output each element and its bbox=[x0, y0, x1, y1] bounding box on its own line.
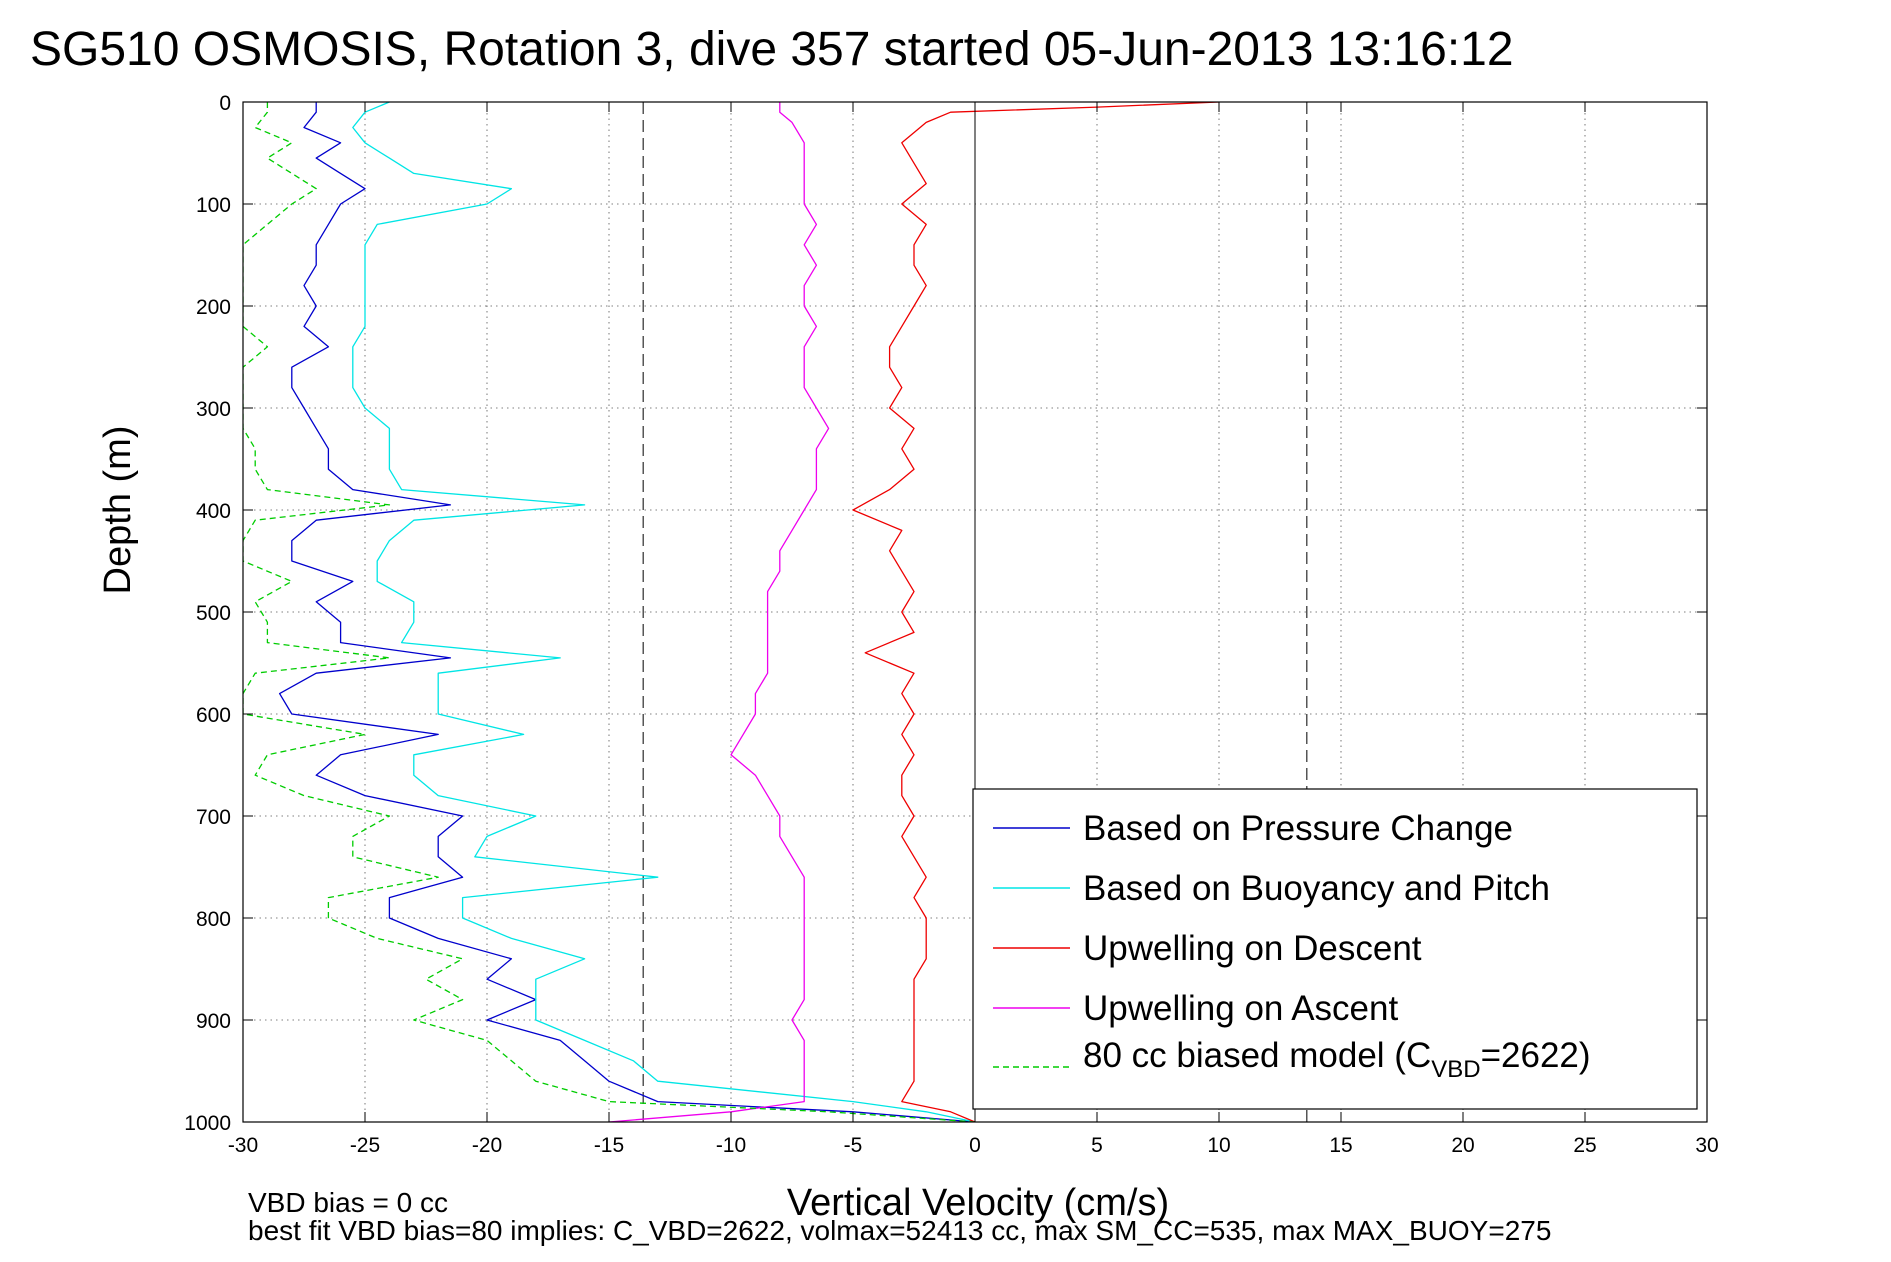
legend-item-1: Based on Buoyancy and Pitch bbox=[993, 869, 1550, 908]
x-tick-label: -20 bbox=[472, 1134, 502, 1157]
y-tick-label: 600 bbox=[196, 704, 231, 727]
x-tick-label: 30 bbox=[1695, 1134, 1718, 1157]
series-group bbox=[243, 102, 1220, 1122]
footer-line-2: best fit VBD bias=80 implies: C_VBD=2622… bbox=[248, 1215, 1551, 1246]
x-tick-label: -15 bbox=[594, 1134, 624, 1157]
legend-item-3: Upwelling on Ascent bbox=[993, 989, 1398, 1028]
x-axis-label: Vertical Velocity (cm/s) bbox=[787, 1182, 1169, 1224]
y-tick-label: 200 bbox=[196, 296, 231, 319]
series-line-1 bbox=[352, 102, 976, 1122]
x-tick-label: 25 bbox=[1573, 1134, 1596, 1157]
x-tick-label: -10 bbox=[716, 1134, 746, 1157]
y-tick-label: 100 bbox=[196, 194, 231, 217]
x-axis-ticks: -30 -25 -20 -15 -10 -5 0 5 10 15 20 25 30 bbox=[228, 102, 1719, 1157]
y-tick-label: 400 bbox=[196, 500, 231, 523]
y-tick-label: 900 bbox=[196, 1010, 231, 1033]
x-tick-label: -30 bbox=[228, 1134, 258, 1157]
x-tick-label: 20 bbox=[1451, 1134, 1474, 1157]
x-tick-label: -25 bbox=[350, 1134, 380, 1157]
y-tick-label: 700 bbox=[196, 806, 231, 829]
legend-label: Upwelling on Ascent bbox=[1083, 989, 1398, 1028]
y-tick-label: 300 bbox=[196, 398, 231, 421]
legend-label: Upwelling on Descent bbox=[1083, 929, 1422, 968]
x-tick-label: -5 bbox=[844, 1134, 863, 1157]
y-tick-label: 500 bbox=[196, 602, 231, 625]
x-tick-label: 5 bbox=[1091, 1134, 1103, 1157]
legend-item-2: Upwelling on Descent bbox=[993, 929, 1422, 968]
legend-item-0: Based on Pressure Change bbox=[993, 809, 1513, 848]
y-tick-label: 800 bbox=[196, 908, 231, 931]
legend-box bbox=[972, 788, 1698, 1110]
y-tick-label: 1000 bbox=[184, 1112, 231, 1135]
x-tick-label: 0 bbox=[969, 1134, 981, 1157]
y-tick-label: 0 bbox=[219, 92, 231, 115]
x-tick-label: 10 bbox=[1207, 1134, 1230, 1157]
y-axis-ticks: 0 100 200 300 400 500 600 700 800 900 1000 bbox=[184, 92, 1707, 1135]
series-line-3 bbox=[608, 102, 830, 1122]
legend-label: Based on Buoyancy and Pitch bbox=[1083, 869, 1550, 908]
legend: Based on Pressure Change Based on Buoyanc… bbox=[972, 788, 1698, 1110]
footer-line-1: VBD bias = 0 cc bbox=[248, 1187, 448, 1218]
legend-item-model: 80 cc biased model (CVBD=2622) bbox=[993, 1036, 1591, 1083]
x-tick-label: 15 bbox=[1329, 1134, 1352, 1157]
series-line-0 bbox=[278, 102, 976, 1122]
y-axis-label: Depth (m) bbox=[97, 426, 139, 595]
series-line-2 bbox=[852, 102, 1220, 1122]
legend-label: 80 cc biased model (CVBD=2622) bbox=[1083, 1036, 1591, 1083]
legend-label: Based on Pressure Change bbox=[1083, 809, 1513, 848]
chart-title: SG510 OSMOSIS, Rotation 3, dive 357 star… bbox=[30, 23, 1514, 76]
